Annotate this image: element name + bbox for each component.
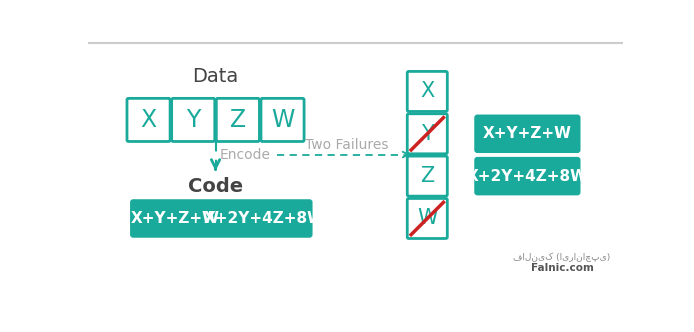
Text: X: X bbox=[420, 81, 434, 102]
Text: Falnic.com: Falnic.com bbox=[531, 263, 593, 273]
FancyBboxPatch shape bbox=[171, 98, 214, 141]
Text: X+Y+Z+W: X+Y+Z+W bbox=[483, 126, 572, 141]
Text: Z: Z bbox=[420, 166, 434, 186]
Text: Encode: Encode bbox=[219, 147, 270, 162]
FancyBboxPatch shape bbox=[261, 98, 304, 141]
Text: W: W bbox=[271, 108, 294, 132]
Text: X+2Y+4Z+8W: X+2Y+4Z+8W bbox=[467, 169, 588, 184]
FancyBboxPatch shape bbox=[474, 115, 580, 153]
Text: Y: Y bbox=[421, 124, 434, 144]
FancyBboxPatch shape bbox=[216, 199, 312, 238]
FancyBboxPatch shape bbox=[407, 71, 448, 112]
FancyBboxPatch shape bbox=[474, 157, 580, 195]
FancyBboxPatch shape bbox=[130, 199, 219, 238]
Text: X: X bbox=[140, 108, 157, 132]
FancyBboxPatch shape bbox=[407, 114, 448, 154]
Text: فالنیک (ایران‌اچ‌پی): فالنیک (ایران‌اچ‌پی) bbox=[514, 252, 611, 262]
Text: W: W bbox=[417, 208, 438, 228]
FancyBboxPatch shape bbox=[127, 98, 170, 141]
Text: Two Failures: Two Failures bbox=[305, 137, 388, 152]
Text: Z: Z bbox=[230, 108, 246, 132]
Text: X+Y+Z+W: X+Y+Z+W bbox=[130, 211, 219, 226]
Text: Y: Y bbox=[186, 108, 201, 132]
FancyBboxPatch shape bbox=[407, 199, 448, 238]
Text: Code: Code bbox=[188, 177, 243, 196]
FancyBboxPatch shape bbox=[407, 156, 448, 196]
Text: X+2Y+4Z+8W: X+2Y+4Z+8W bbox=[203, 211, 325, 226]
Text: Data: Data bbox=[192, 66, 239, 86]
FancyBboxPatch shape bbox=[217, 98, 260, 141]
